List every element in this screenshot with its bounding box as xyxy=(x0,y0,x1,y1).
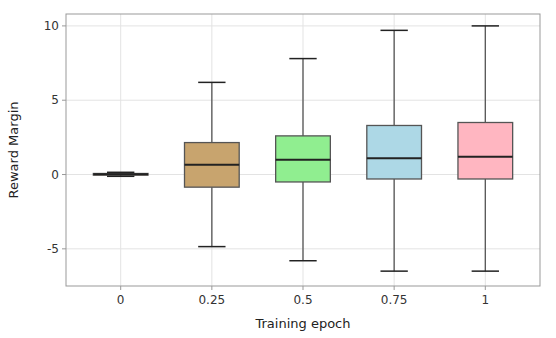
upper-cap xyxy=(472,25,499,27)
y-tick xyxy=(62,248,66,249)
y-axis: -5 0 5 10 xyxy=(44,19,66,256)
upper-whisker xyxy=(302,59,303,136)
lower-cap xyxy=(289,260,316,262)
y-tick-label: 0 xyxy=(51,168,59,182)
x-axis-label: Training epoch xyxy=(254,316,350,331)
box xyxy=(93,173,148,175)
upper-cap xyxy=(198,82,225,84)
y-axis-label: Reward Margin xyxy=(6,102,21,199)
box-group xyxy=(93,172,148,176)
upper-cap xyxy=(107,172,134,174)
box-group xyxy=(185,82,240,246)
lower-whisker xyxy=(302,182,303,261)
y-tick xyxy=(62,174,66,175)
box-group xyxy=(458,26,513,271)
x-tick-label: 0 xyxy=(117,293,125,307)
lower-cap xyxy=(380,270,407,272)
plot-frame xyxy=(66,14,540,286)
chart: -5 0 5 10 0 0.25 0.5 0.75 1 Training epoch Reward … xyxy=(0,0,556,338)
box xyxy=(185,143,240,188)
x-grid-line xyxy=(120,14,121,286)
upper-whisker xyxy=(485,26,486,123)
median xyxy=(93,173,148,175)
box xyxy=(367,125,422,179)
median xyxy=(185,164,240,166)
median xyxy=(367,157,422,159)
y-tick-label: 5 xyxy=(51,93,59,107)
x-tick-label: 0.75 xyxy=(381,293,408,307)
lower-cap xyxy=(198,246,225,248)
median xyxy=(458,156,513,158)
lower-whisker xyxy=(485,179,486,271)
box-group xyxy=(367,30,422,271)
x-tick-label: 0.25 xyxy=(198,293,225,307)
x-axis: 0 0.25 0.5 0.75 1 xyxy=(117,286,489,307)
upper-whisker xyxy=(211,82,212,142)
x-tick xyxy=(394,286,395,290)
lower-cap xyxy=(472,270,499,272)
lower-whisker xyxy=(394,179,395,271)
x-tick xyxy=(120,286,121,290)
upper-cap xyxy=(380,30,407,32)
y-tick-label: -5 xyxy=(47,242,59,256)
x-tick-label: 0.5 xyxy=(293,293,312,307)
x-tick xyxy=(303,286,304,290)
lower-cap xyxy=(107,176,134,178)
box xyxy=(276,136,331,182)
chart-container: -5 0 5 10 0 0.25 0.5 0.75 1 Training epoch Reward … xyxy=(0,0,556,338)
x-tick-label: 1 xyxy=(481,293,489,307)
lower-whisker xyxy=(211,187,212,246)
y-tick-label: 10 xyxy=(44,19,59,33)
boxes xyxy=(93,26,512,271)
y-tick xyxy=(62,25,66,26)
box xyxy=(458,123,513,179)
x-tick xyxy=(485,286,486,290)
y-tick xyxy=(62,100,66,101)
upper-cap xyxy=(289,58,316,60)
x-tick xyxy=(211,286,212,290)
background xyxy=(0,0,556,338)
upper-whisker xyxy=(394,30,395,125)
grid xyxy=(66,14,540,286)
box-group xyxy=(276,59,331,261)
median xyxy=(276,159,331,161)
